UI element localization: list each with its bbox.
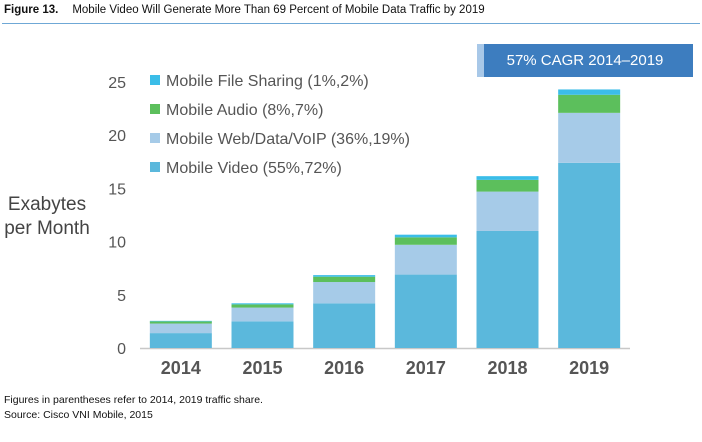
bar-2015-series-3 xyxy=(231,303,294,305)
bar-2018-series-1 xyxy=(476,191,539,231)
bar-2016-series-0 xyxy=(313,303,376,348)
bars-layer xyxy=(149,89,621,348)
bar-2019-series-1 xyxy=(558,112,621,163)
x-tick-label: 2019 xyxy=(569,358,609,378)
x-tick-label: 2018 xyxy=(487,358,527,378)
stacked-bar-chart: 0 5 10 15 20 25 2014 2015 2016 2017 2018 2019 Mobil… xyxy=(108,73,630,378)
bar-2019-series-0 xyxy=(558,162,621,348)
bar-2015-series-1 xyxy=(231,307,294,322)
cagr-text: 57% CAGR 2014–2019 xyxy=(506,52,664,69)
y-tick-label: 15 xyxy=(108,181,126,198)
figure-title-text: Mobile Video Will Generate More Than 69 … xyxy=(72,4,485,16)
bar-2017-series-0 xyxy=(394,274,457,348)
y-axis-label: Exabytes per Month xyxy=(2,193,92,241)
y-tick-label: 25 xyxy=(108,75,126,92)
bar-2017-series-1 xyxy=(394,244,457,275)
y-tick-label: 5 xyxy=(117,288,126,305)
y-axis-label-line-2: per Month xyxy=(4,218,90,239)
bar-2019-series-2 xyxy=(558,94,621,113)
legend-label: Mobile Web/Data/VoIP (36%,19%) xyxy=(166,131,410,148)
bar-2018-series-0 xyxy=(476,230,539,348)
cagr-accent xyxy=(477,44,484,77)
bar-2015-series-2 xyxy=(231,304,294,308)
legend: Mobile File Sharing (1%,2%) Mobile Audio … xyxy=(150,73,410,177)
footnote: Figures in parentheses refer to 2014, 20… xyxy=(4,393,263,423)
cagr-callout: 57% CAGR 2014–2019 xyxy=(477,44,693,77)
bar-2016-series-1 xyxy=(313,282,376,304)
y-tick-label: 0 xyxy=(117,341,126,358)
y-tick-label: 10 xyxy=(108,235,126,252)
legend-swatch xyxy=(150,162,160,172)
bar-2014-series-0 xyxy=(149,333,212,348)
figure-title: Figure 13. Mobile Video Will Generate Mor… xyxy=(4,4,485,16)
x-tick-label: 2014 xyxy=(161,358,201,378)
bar-2014-series-3 xyxy=(149,320,212,322)
bar-2017-series-3 xyxy=(394,234,457,238)
x-tick-label: 2016 xyxy=(324,358,364,378)
x-tick-label: 2015 xyxy=(242,358,282,378)
bar-2014-series-2 xyxy=(149,321,212,324)
bar-2015-series-0 xyxy=(231,321,294,348)
x-tick-label: 2017 xyxy=(406,358,446,378)
figure-label: Figure 13. xyxy=(4,4,59,16)
bar-2019-series-3 xyxy=(558,89,621,95)
legend-swatch xyxy=(150,133,160,143)
legend-swatch xyxy=(150,104,160,114)
bar-2014-series-1 xyxy=(149,323,212,334)
legend-label: Mobile Video (55%,72%) xyxy=(166,160,342,177)
footnote-line-1: Figures in parentheses refer to 2014, 20… xyxy=(4,394,263,406)
legend-label: Mobile File Sharing (1%,2%) xyxy=(166,73,369,90)
bar-2018-series-2 xyxy=(476,179,539,192)
y-axis-label-line-1: Exabytes xyxy=(7,194,87,215)
bar-2017-series-2 xyxy=(394,237,457,245)
legend-swatch xyxy=(150,75,160,85)
bar-2018-series-3 xyxy=(476,176,539,180)
bar-2016-series-3 xyxy=(313,275,376,277)
footnote-source: Source: Cisco VNI Mobile, 2015 xyxy=(4,409,153,421)
legend-label: Mobile Audio (8%,7%) xyxy=(166,102,323,119)
axis-layer: 0 5 10 15 20 25 2014 2015 2016 2017 2018 2019 xyxy=(108,75,630,378)
bar-2016-series-2 xyxy=(313,276,376,283)
title-divider xyxy=(2,23,700,24)
y-tick-label: 20 xyxy=(108,128,126,145)
